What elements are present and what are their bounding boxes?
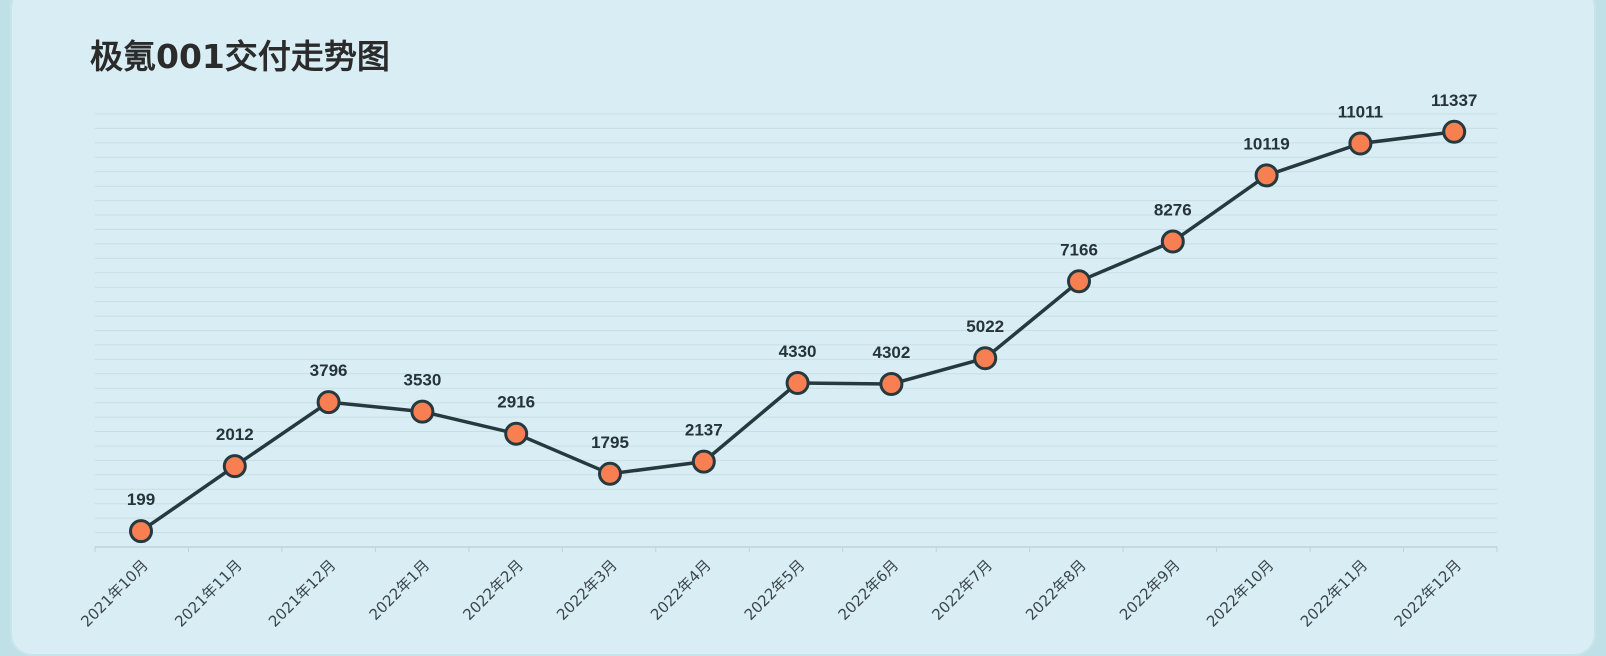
series-line xyxy=(139,130,1456,533)
data-label: 2916 xyxy=(497,393,535,412)
x-tick-label: 2022年12月 xyxy=(1391,556,1465,630)
x-tick-label: 2022年4月 xyxy=(647,556,715,624)
series-line-path xyxy=(139,130,1456,533)
data-point[interactable] xyxy=(879,372,904,396)
x-tick-label: 2022年8月 xyxy=(1022,556,1090,624)
data-point[interactable] xyxy=(1348,131,1373,156)
data-point[interactable] xyxy=(1442,119,1467,144)
x-tick-label: 2022年2月 xyxy=(459,556,527,624)
data-point[interactable] xyxy=(222,454,247,479)
chart-title: 极氪001交付走势图 xyxy=(90,37,390,76)
x-tick-label: 2022年7月 xyxy=(928,556,996,624)
data-label: 2012 xyxy=(216,425,254,444)
x-tick-label: 2021年11月 xyxy=(171,556,245,630)
data-label: 11337 xyxy=(1431,91,1477,110)
grid-lines xyxy=(95,113,1497,548)
x-axis xyxy=(94,546,1498,552)
x-tick-label: 2022年11月 xyxy=(1297,556,1371,630)
data-points xyxy=(129,119,1467,544)
data-label: 1795 xyxy=(591,433,629,452)
x-tick-label: 2022年10月 xyxy=(1203,556,1277,630)
x-tick-label: 2022年1月 xyxy=(366,556,434,624)
data-point[interactable] xyxy=(1160,229,1185,254)
data-point[interactable] xyxy=(129,519,153,544)
data-labels: 199 2012 3796 3530 2916 1795 2137 4330 4302 5022 7… xyxy=(127,91,1478,509)
data-point[interactable] xyxy=(598,461,622,486)
x-tick-labels: 2021年10月 2021年11月 2021年12月 2022年1月 2022年2月 20… xyxy=(77,556,1465,630)
data-point[interactable] xyxy=(504,421,529,446)
x-tick-label: 2021年10月 xyxy=(77,556,151,630)
data-label: 5022 xyxy=(966,317,1004,336)
data-point[interactable] xyxy=(691,449,716,474)
data-point[interactable] xyxy=(1067,269,1091,294)
data-point[interactable] xyxy=(1254,163,1279,188)
data-label: 7166 xyxy=(1060,240,1098,259)
x-tick-label: 2021年12月 xyxy=(265,556,339,630)
data-label: 4302 xyxy=(872,343,910,362)
data-label: 4330 xyxy=(779,342,817,361)
data-label: 11011 xyxy=(1338,103,1383,122)
data-label: 199 xyxy=(127,490,155,509)
data-point[interactable] xyxy=(410,399,435,424)
data-label: 8276 xyxy=(1154,201,1192,220)
x-tick-label: 2022年3月 xyxy=(553,556,621,624)
x-tick-label: 2022年6月 xyxy=(835,556,903,624)
x-tick-label: 2022年5月 xyxy=(741,556,809,624)
data-label: 2137 xyxy=(685,421,723,440)
data-label: 10119 xyxy=(1243,134,1289,153)
data-point[interactable] xyxy=(785,371,810,395)
data-point[interactable] xyxy=(316,390,341,415)
data-label: 3796 xyxy=(310,361,348,380)
x-tick-label: 2022年9月 xyxy=(1116,556,1184,624)
data-label: 3530 xyxy=(403,371,441,390)
data-point[interactable] xyxy=(973,346,998,371)
line-chart: 199 2012 3796 3530 2916 1795 2137 4330 4302 5022 7… xyxy=(77,91,1498,631)
